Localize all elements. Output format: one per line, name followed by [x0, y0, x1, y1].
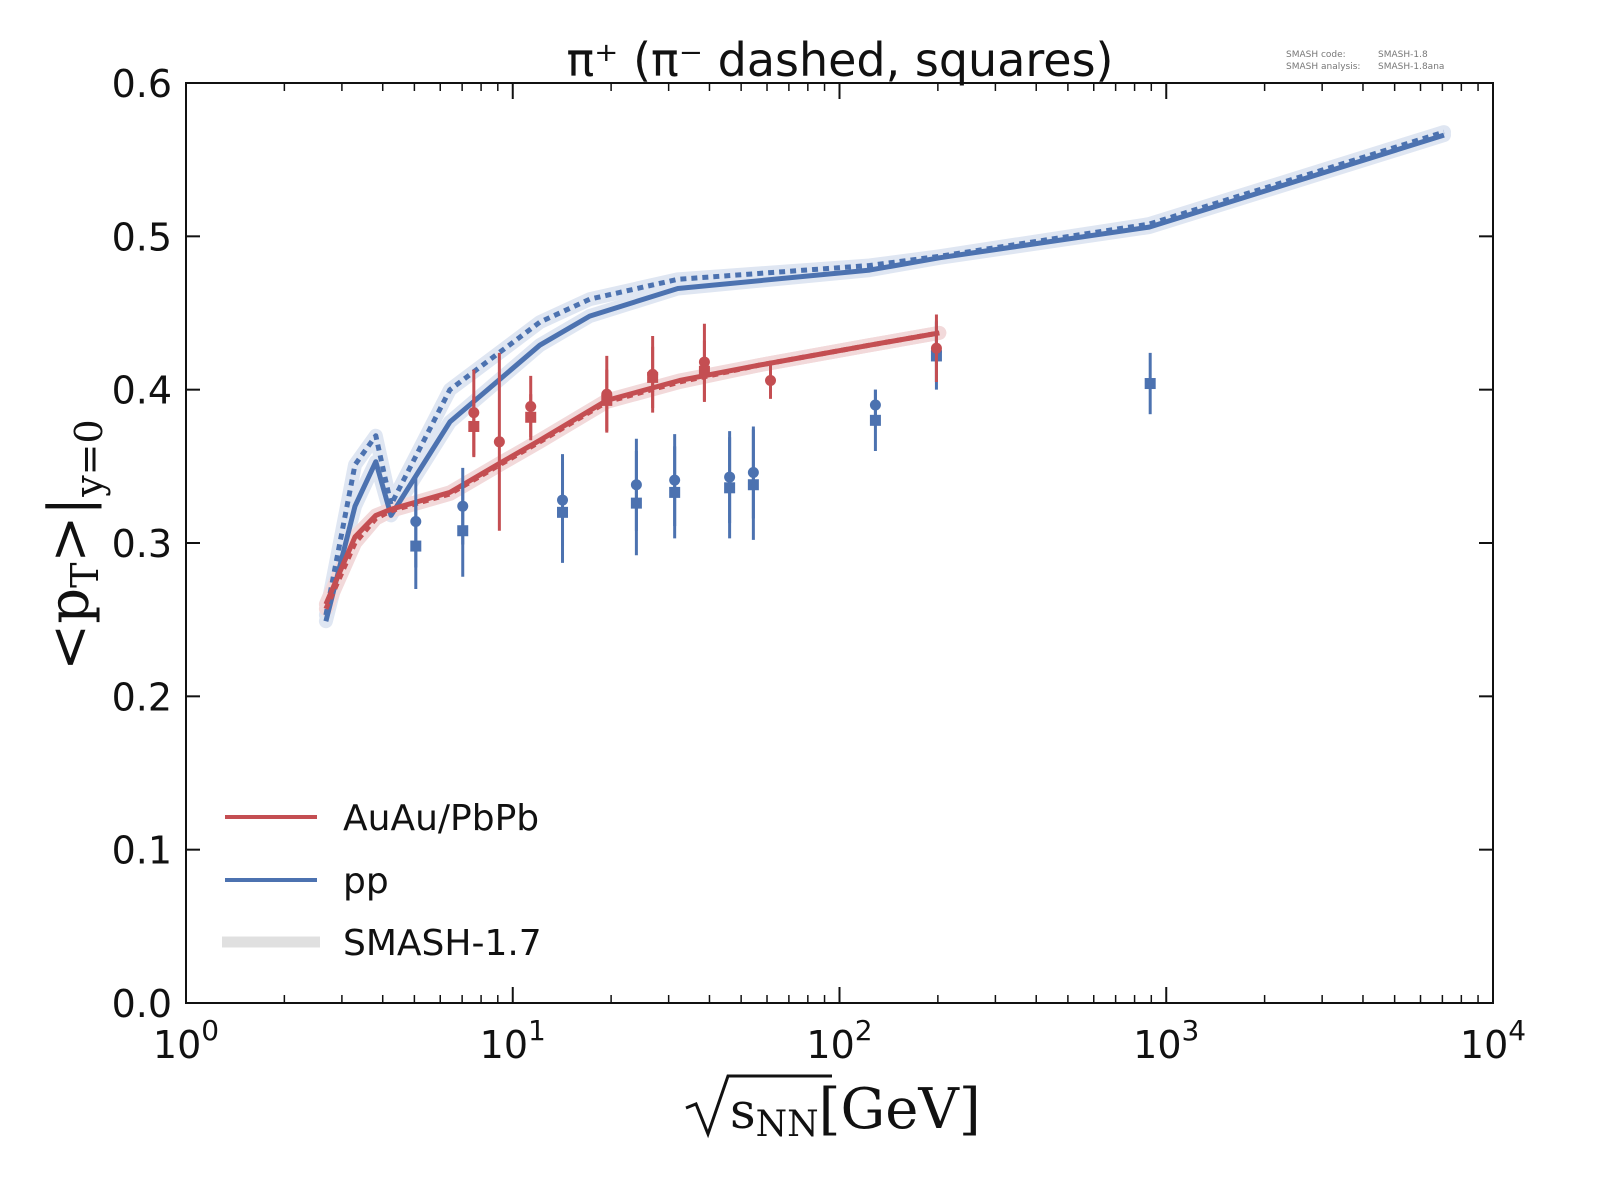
data-point-square [669, 486, 681, 498]
y-tick-label: 0.1 [112, 829, 172, 873]
xlabel-unit: [GeV] [819, 1077, 981, 1142]
series-line [323, 132, 1445, 622]
data-point-square [468, 420, 480, 432]
data-point-square [647, 371, 659, 383]
chart-title: π⁺ (π⁻ dashed, squares) [566, 33, 1113, 87]
legend-label: AuAu/PbPb [343, 798, 539, 839]
code-value: SMASH-1.8 [1378, 50, 1428, 60]
y-tick-label: 0.5 [112, 215, 172, 259]
analysis-value: SMASH-1.8ana [1378, 62, 1444, 72]
data-point-square [724, 482, 736, 494]
x-tick-exp: 1 [528, 1014, 546, 1047]
y-tick-label: 0.2 [112, 675, 172, 719]
y-axis: 0.0 0.1 0.2 0.3 0.4 0.5 0.6 [112, 62, 1493, 1026]
data-point-circle [930, 342, 942, 354]
x-tick-base: 10 [153, 1023, 201, 1067]
data-point-square [601, 394, 613, 406]
data-point-square [869, 414, 881, 426]
x-tick-label: 100 [153, 1014, 219, 1067]
data-points [410, 314, 1156, 589]
legend-label: SMASH-1.7 [343, 923, 542, 964]
y-tick-label: 0.6 [112, 62, 172, 106]
data-point-circle [493, 436, 505, 448]
data-point-circle [765, 374, 777, 386]
smash-1.7-band [318, 125, 1451, 623]
x-tick-base: 10 [806, 1023, 854, 1067]
svg-text:sNN[GeV]: sNN[GeV] [730, 1077, 981, 1145]
x-axis-label: sNN[GeV] [685, 1074, 981, 1145]
x-tick-base: 10 [1133, 1023, 1181, 1067]
sqrt-icon [685, 1074, 832, 1139]
ylabel-main: <p [37, 588, 102, 671]
x-tick-label: 102 [806, 1014, 872, 1067]
data-point-square [557, 506, 569, 518]
x-tick-exp: 3 [1182, 1014, 1200, 1047]
x-tick-exp: 0 [201, 1014, 219, 1047]
y-axis-label: <pT>|y=0 [37, 419, 111, 670]
xlabel-s: s [730, 1082, 756, 1140]
code-label: SMASH code: [1286, 50, 1346, 60]
x-tick-label: 101 [480, 1014, 546, 1067]
x-tick-exp: 2 [855, 1014, 873, 1047]
data-point-square [410, 540, 422, 552]
data-point-square [698, 365, 710, 377]
legend: AuAu/PbPb pp SMASH-1.7 [222, 798, 542, 964]
analysis-label: SMASH analysis: [1286, 62, 1360, 72]
ylabel-close: >| [37, 497, 102, 563]
version-annotation: SMASH code: SMASH-1.8 SMASH analysis: SM… [1286, 50, 1444, 72]
y-tick-label: 0.3 [112, 522, 172, 566]
data-point-square [1144, 378, 1156, 390]
y-tick-label: 0.0 [112, 982, 172, 1026]
data-point-square [630, 497, 642, 509]
x-tick-base: 10 [1460, 1023, 1508, 1067]
data-point-square [457, 525, 469, 537]
legend-label: pp [343, 861, 389, 902]
y-tick-label: 0.4 [112, 369, 172, 413]
x-tick-label: 103 [1133, 1014, 1199, 1067]
ylabel-sub-t: T [63, 563, 107, 588]
ylabel-sub: y=0 [67, 419, 111, 497]
smash-1.7-bands [318, 125, 1451, 629]
smash-1.7-band [318, 128, 1451, 629]
plot-area [318, 125, 1451, 629]
svg-text:<pT>|y=0: <pT>|y=0 [37, 419, 111, 670]
series-line [323, 330, 940, 610]
x-tick-label: 104 [1460, 1014, 1526, 1067]
x-tick-exp: 4 [1508, 1014, 1526, 1047]
x-axis: 100 101 102 103 104 [153, 83, 1526, 1067]
xlabel-sub: NN [756, 1104, 819, 1145]
data-point-square [747, 479, 759, 491]
series-lines [323, 129, 1445, 622]
series-line [323, 129, 1445, 616]
data-point-square [525, 411, 537, 423]
x-tick-base: 10 [480, 1023, 528, 1067]
